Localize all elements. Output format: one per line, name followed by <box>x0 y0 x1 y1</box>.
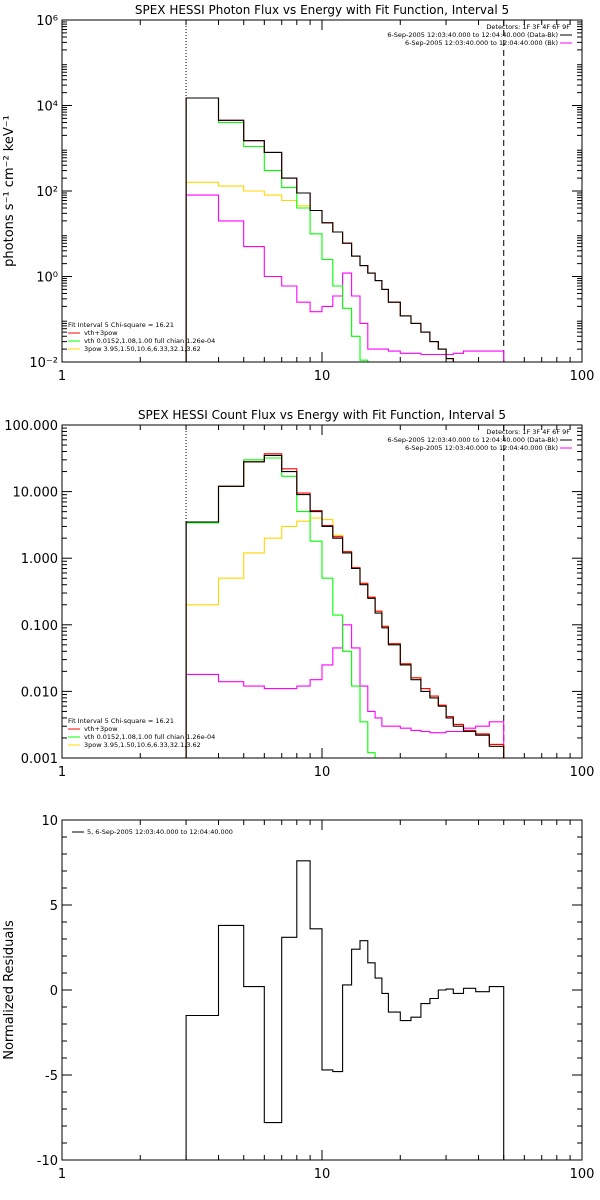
series-line-4 <box>185 97 369 362</box>
y-tick-label: 0.100 <box>21 619 58 634</box>
x-tick-label: 1 <box>58 1167 66 1182</box>
y-tick-label: -10 <box>37 1154 58 1169</box>
x-axis: 1 10 100 <box>58 425 595 780</box>
plot-frame <box>61 424 583 759</box>
legend-label: vth+3pow <box>84 329 118 337</box>
legend-label: vth+3pow <box>84 725 118 733</box>
y-tick-label: 10.000 <box>13 486 59 501</box>
legend-label: 6-Sep-2005 12:03:40.000 to 12:04:40.000 … <box>387 436 558 444</box>
legend-label: 6-Sep-2005 12:03:40.000 to 12:04:40.000 … <box>405 39 558 47</box>
legend-bottom: Fit Interval 5 Chi-square = 16.21vth+3po… <box>68 717 215 749</box>
legend-label: vth 0.0152,1.08,1.00 full chian 1.26e-04 <box>84 337 215 345</box>
series-line-1 <box>185 97 505 362</box>
y-tick-label: 10⁰ <box>36 271 58 286</box>
y-tick-label: 0.001 <box>21 752 58 767</box>
chart-1: SPEX HESSI Photon Flux vs Energy with Fi… <box>2 3 594 384</box>
y-tick-label: -5 <box>45 1069 58 1084</box>
y-tick-label: 1.000 <box>21 552 58 567</box>
y-tick-label: 10⁻² <box>29 356 58 371</box>
series-line-4 <box>185 457 376 758</box>
legend-header: Fit Interval 5 Chi-square = 16.21 <box>68 717 174 725</box>
x-tick-label: 100 <box>570 1167 595 1182</box>
x-axis: 1 10 100 <box>58 820 595 1182</box>
series-line-2 <box>185 194 505 362</box>
series-group <box>185 97 505 362</box>
y-tick-label: 10⁴ <box>36 100 58 115</box>
series-group <box>185 453 505 758</box>
legend-label: 3pow 3.95,1.50,10.6,6.33,32.1,3.62 <box>84 345 201 353</box>
series-group <box>185 860 505 1160</box>
x-tick-label: 100 <box>570 369 595 384</box>
x-axis: 1 10 100 <box>58 20 595 384</box>
series-line-1 <box>185 860 505 1160</box>
legend-label: 6-Sep-2005 12:03:40.000 to 12:04:40.000 … <box>405 444 558 452</box>
chart-title: SPEX HESSI Photon Flux vs Energy with Fi… <box>135 3 509 17</box>
x-tick-label: 1 <box>58 369 66 384</box>
x-tick-label: 10 <box>314 765 331 780</box>
y-tick-label: 10² <box>36 185 58 200</box>
series-line-2 <box>185 624 505 758</box>
y-tick-label: 100.000 <box>4 419 58 434</box>
plot-frame <box>61 819 583 1161</box>
legend-header: Fit Interval 5 Chi-square = 16.21 <box>68 321 174 329</box>
legend-label: vth 0.0152,1.08,1.00 full chian 1.26e-04 <box>84 733 215 741</box>
y-axis-label: Normalized Residuals <box>2 920 17 1060</box>
legend-top: Detectors: 1F 3F 4F 6F 9F6-Sep-2005 12:0… <box>387 23 572 47</box>
y-tick-label: 5 <box>50 899 58 914</box>
y-tick-label: 0.010 <box>21 685 58 700</box>
plot-frame <box>61 19 583 363</box>
legend-header: Detectors: 1F 3F 4F 6F 9F <box>486 428 570 436</box>
legend-header: Detectors: 1F 3F 4F 6F 9F <box>486 23 570 31</box>
y-tick-label: 0 <box>50 984 58 999</box>
legend-bottom: Fit Interval 5 Chi-square = 16.21vth+3po… <box>68 321 215 353</box>
legend-label: 6-Sep-2005 12:03:40.000 to 12:04:40.000 … <box>387 31 558 39</box>
series-line-5 <box>185 181 505 362</box>
x-tick-label: 10 <box>314 1167 331 1182</box>
chart-title: SPEX HESSI Count Flux vs Energy with Fit… <box>138 408 506 422</box>
series-line-3 <box>185 97 505 362</box>
legend-top: Detectors: 1F 3F 4F 6F 9F6-Sep-2005 12:0… <box>387 428 572 452</box>
x-tick-label: 100 <box>570 765 595 780</box>
x-tick-label: 1 <box>58 765 66 780</box>
series-line-3 <box>185 453 505 758</box>
chart-3: 1 10 100 -10 -5 0 5 10 Normalized Residuals 5, 6-… <box>2 814 594 1182</box>
legend-label: 5, 6-Sep-2005 12:03:40.000 to 12:04:40.0… <box>87 828 233 836</box>
y-axis: -10 -5 0 5 10 <box>37 814 582 1169</box>
series-line-1 <box>185 454 505 758</box>
x-tick-label: 10 <box>314 369 331 384</box>
y-axis-label: photons s⁻¹ cm⁻² keV⁻¹ <box>2 115 17 267</box>
legend-top: 5, 6-Sep-2005 12:03:40.000 to 12:04:40.0… <box>72 828 233 836</box>
chart-2: SPEX HESSI Count Flux vs Energy with Fit… <box>4 408 594 780</box>
y-tick-label: 10⁶ <box>36 14 58 29</box>
y-tick-label: 10 <box>41 814 58 829</box>
legend-label: 3pow 3.95,1.50,10.6,6.33,32.1,3.62 <box>84 741 201 749</box>
